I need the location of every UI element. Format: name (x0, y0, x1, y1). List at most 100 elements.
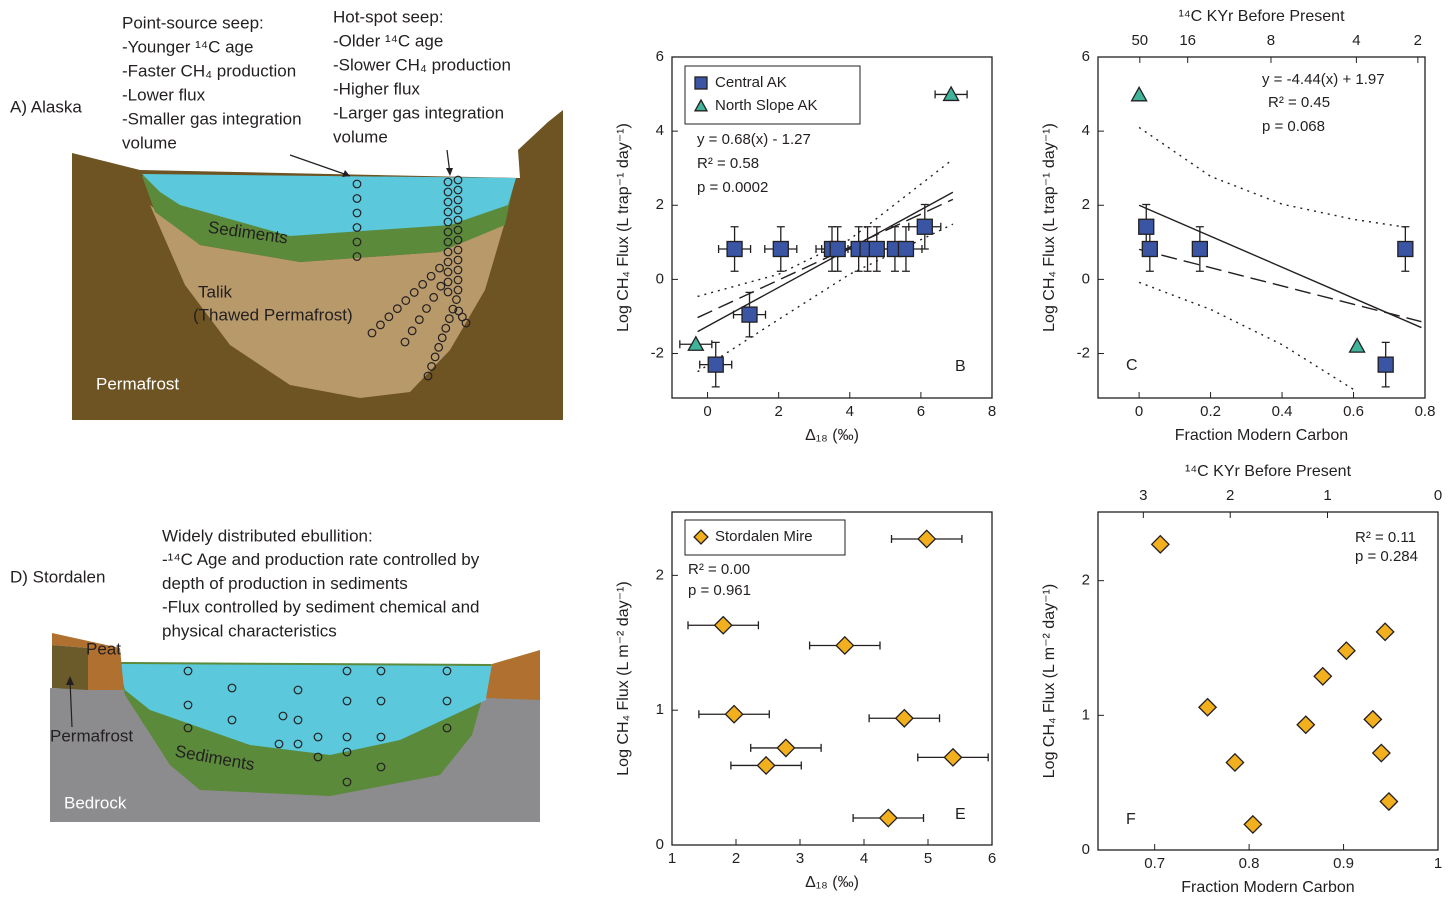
peat (486, 650, 540, 700)
layer-label: (Thawed Permafrost) (193, 305, 353, 324)
x-tick-label: 3 (796, 850, 804, 867)
marker (869, 241, 884, 256)
x2-tick-label: 4 (1352, 32, 1360, 49)
y-tick-label: 0 (1082, 270, 1090, 287)
panel-label: E (955, 806, 966, 823)
annotation-line: -¹⁴C Age and production rate controlled … (162, 550, 480, 569)
annotation-line: -Smaller gas integration (122, 109, 302, 128)
x-axis-label: Fraction Modern Carbon (1175, 427, 1348, 444)
marker (1192, 241, 1207, 256)
layer-label: Peat (86, 639, 121, 658)
x-tick-label: 0.8 (1239, 855, 1260, 872)
annotation-line: Widely distributed ebullition: (162, 526, 373, 545)
annotation: R² = 0.00 (688, 561, 750, 578)
y-tick-label: 1 (1082, 706, 1090, 723)
marker (1142, 241, 1157, 256)
y-tick-label: 2 (656, 196, 664, 213)
marker (917, 219, 932, 234)
x-tick-label: 0 (703, 403, 711, 420)
x-tick-label: 0.8 (1415, 403, 1436, 420)
x2-axis-label: ¹⁴C KYr Before Present (1185, 463, 1352, 480)
annotation-line: -Older ¹⁴C age (333, 31, 443, 50)
y-tick-label: 0 (656, 270, 664, 287)
x-tick-label: 8 (988, 403, 996, 420)
x-axis-label: Δ₁₈ (‰) (805, 427, 859, 444)
x-axis-label: Fraction Modern Carbon (1181, 879, 1354, 896)
x-tick-label: 0.7 (1144, 855, 1165, 872)
annotation-line: Point-source seep: (122, 13, 264, 32)
annotation: y = 0.68(x) - 1.27 (697, 131, 811, 148)
layer-label: Talik (198, 282, 233, 301)
x-tick-label: 0.6 (1343, 403, 1364, 420)
annotation-line: -Slower CH₄ production (333, 55, 511, 74)
annotation: p = 0.068 (1262, 118, 1325, 135)
x-tick-label: 6 (988, 850, 996, 867)
x-tick-label: 0 (1135, 403, 1143, 420)
annotation-line: depth of production in sediments (162, 574, 408, 593)
y-tick-label: 2 (1082, 196, 1090, 213)
y-tick-label: 2 (1082, 572, 1090, 589)
panel-title: A) Alaska (10, 97, 82, 116)
annotation: R² = 0.45 (1268, 94, 1330, 111)
x-tick-label: 6 (917, 403, 925, 420)
annotation-line: -Younger ¹⁴C age (122, 37, 253, 56)
x2-tick-label: 8 (1267, 32, 1275, 49)
legend-label: North Slope AK (715, 97, 818, 114)
y-tick-label: -2 (651, 344, 664, 361)
marker (708, 357, 723, 372)
layer-label: Bedrock (64, 793, 127, 812)
annotation: R² = 0.11 (1355, 529, 1416, 546)
x-tick-label: 0.4 (1272, 403, 1293, 420)
marker (727, 241, 742, 256)
y-tick-label: 4 (1082, 122, 1090, 139)
marker (1139, 219, 1154, 234)
x2-tick-label: 3 (1139, 487, 1147, 504)
y-tick-label: -2 (1077, 344, 1090, 361)
marker (898, 241, 913, 256)
alaska-diagram: A) Alaska Sediments Talik (Thawed Permaf… (10, 97, 563, 420)
layer-label: Permafrost (96, 374, 179, 393)
y-tick-label: 0 (1082, 841, 1090, 858)
annotation-line: -Larger gas integration (333, 103, 504, 122)
marker (1398, 241, 1413, 256)
arrow-head (446, 168, 453, 176)
x2-tick-label: 50 (1131, 32, 1148, 49)
y-axis-label: Log CH₄ Flux (L m⁻² day⁻¹) (615, 581, 632, 775)
chart-panel: 123456012Δ₁₈ (‰)Log CH₄ Flux (L m⁻² day⁻… (615, 512, 996, 891)
x-tick-label: 5 (924, 850, 932, 867)
layer-label: Permafrost (50, 726, 133, 745)
x2-tick-label: 16 (1179, 32, 1196, 49)
x2-axis-label: ¹⁴C KYr Before Present (1178, 8, 1345, 25)
annotation-line: physical characteristics (162, 621, 337, 640)
legend-label: Central AK (715, 74, 787, 91)
annotation-line: -Higher flux (333, 79, 420, 98)
annotation: p = 0.0002 (697, 179, 768, 196)
panel-label: B (955, 358, 966, 375)
annotation-line: volume (122, 133, 177, 152)
y-tick-label: 4 (656, 122, 664, 139)
y-axis-label: Log CH₄ Flux (L trap⁻¹ day⁻¹) (615, 123, 632, 332)
x2-tick-label: 0 (1434, 487, 1442, 504)
x2-tick-label: 1 (1323, 487, 1331, 504)
marker (742, 307, 757, 322)
marker (1378, 357, 1393, 372)
annotation: p = 0.284 (1355, 548, 1418, 565)
y-tick-label: 2 (656, 566, 664, 583)
x-axis-label: Δ₁₈ (‰) (805, 874, 859, 891)
annotation: p = 0.961 (688, 582, 751, 599)
annotation-line: -Lower flux (122, 85, 206, 104)
y-tick-label: 0 (656, 836, 664, 853)
x-tick-label: 2 (732, 850, 740, 867)
figure: A) Alaska Sediments Talik (Thawed Permaf… (0, 0, 1453, 905)
annotation: R² = 0.58 (697, 155, 759, 172)
panel-label: F (1126, 811, 1136, 828)
x2-tick-label: 2 (1414, 32, 1422, 49)
arrow (290, 155, 350, 176)
x-tick-label: 4 (860, 850, 868, 867)
annotation-line: Hot-spot seep: (333, 7, 444, 26)
y-tick-label: 1 (656, 701, 664, 718)
panel-label: C (1126, 357, 1138, 374)
